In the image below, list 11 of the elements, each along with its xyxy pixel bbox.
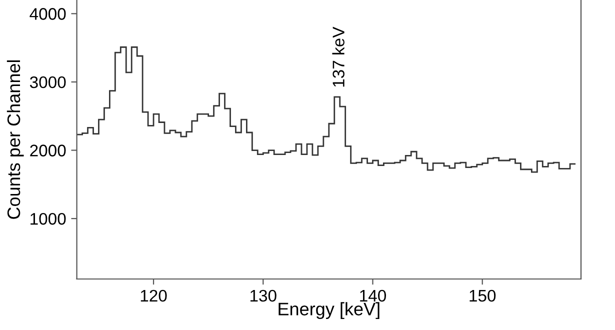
- y-axis-title: Counts per Channel: [6, 60, 24, 219]
- x-tick-label: 130: [250, 290, 276, 302]
- y-tick-label: 3000: [30, 76, 66, 88]
- y-tick-label: 1000: [30, 212, 66, 225]
- y-tick-label: 2000: [30, 144, 66, 156]
- y-tick-label: 4000: [30, 8, 66, 20]
- x-tick-label: 150: [470, 290, 496, 302]
- x-axis-title: Energy [keV]: [278, 302, 380, 320]
- annotation: 137 keV: [332, 26, 344, 87]
- x-tick-label: 140: [360, 290, 386, 302]
- x-tick-label: 120: [140, 290, 167, 302]
